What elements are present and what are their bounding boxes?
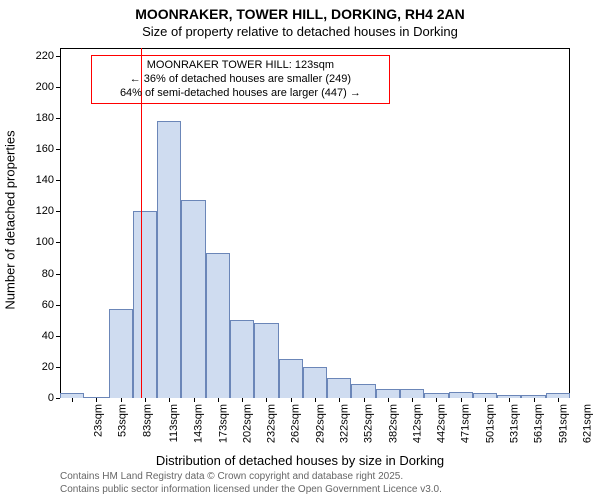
histogram-bar [230, 320, 254, 398]
chart-subtitle: Size of property relative to detached ho… [0, 24, 600, 40]
y-tick-mark [56, 118, 60, 119]
y-tick-mark [56, 56, 60, 57]
footer-line2: Contains public sector information licen… [60, 484, 442, 497]
y-axis-line [60, 48, 61, 398]
x-tick-mark [315, 398, 316, 402]
x-tick-mark [364, 398, 365, 402]
y-tick-label: 40 [14, 330, 54, 342]
x-tick-label: 471sqm [460, 404, 472, 443]
y-tick-label: 180 [14, 112, 54, 124]
x-tick-mark [169, 398, 170, 402]
y-tick-mark [56, 336, 60, 337]
y-tick-label: 100 [14, 236, 54, 248]
x-tick-label: 113sqm [168, 404, 180, 442]
x-tick-mark [461, 398, 462, 402]
x-tick-label: 352sqm [363, 404, 375, 443]
x-tick-mark [194, 398, 195, 402]
histogram-bar [279, 359, 303, 398]
chart-title: MOONRAKER, TOWER HILL, DORKING, RH4 2AN [0, 0, 600, 24]
histogram-bar [206, 253, 230, 398]
y-tick-label: 20 [14, 361, 54, 373]
histogram-bar [133, 211, 157, 398]
histogram-bar [303, 367, 327, 398]
x-tick-mark [558, 398, 559, 402]
y-tick-label: 120 [14, 205, 54, 217]
x-tick-label: 83sqm [141, 404, 153, 437]
x-tick-mark [266, 398, 267, 402]
x-tick-label: 232sqm [266, 404, 278, 443]
histogram-bar [400, 389, 424, 398]
x-tick-label: 621sqm [581, 404, 593, 443]
x-tick-label: 561sqm [533, 404, 545, 443]
right-axis-line [569, 48, 570, 398]
x-tick-label: 442sqm [436, 404, 448, 443]
y-tick-mark [56, 211, 60, 212]
x-tick-label: 322sqm [339, 404, 351, 443]
y-tick-mark [56, 367, 60, 368]
x-tick-mark [534, 398, 535, 402]
y-tick-mark [56, 149, 60, 150]
x-tick-label: 202sqm [241, 404, 253, 443]
y-tick-mark [56, 242, 60, 243]
x-tick-label: 143sqm [193, 404, 205, 443]
histogram-bar [109, 309, 133, 398]
x-tick-label: 23sqm [93, 404, 105, 437]
x-tick-label: 531sqm [509, 404, 521, 443]
chart-plot-area: MOONRAKER TOWER HILL: 123sqm← 36% of det… [60, 48, 570, 398]
x-tick-mark [145, 398, 146, 402]
y-tick-mark [56, 180, 60, 181]
x-axis-label: Distribution of detached houses by size … [156, 453, 444, 468]
histogram-bar [181, 200, 205, 398]
x-tick-mark [96, 398, 97, 402]
x-tick-label: 292sqm [314, 404, 326, 443]
histogram-bar [254, 323, 278, 398]
y-axis-label: Number of detached properties [3, 130, 18, 309]
x-tick-mark [436, 398, 437, 402]
x-tick-mark [291, 398, 292, 402]
y-tick-mark [56, 274, 60, 275]
histogram-bar [327, 378, 351, 398]
y-tick-label: 80 [14, 268, 54, 280]
histogram-bar [351, 384, 375, 398]
x-tick-label: 173sqm [217, 404, 229, 443]
annotation-line: ← 36% of detached houses are smaller (24… [98, 73, 384, 87]
y-tick-label: 200 [14, 81, 54, 93]
y-tick-mark [56, 305, 60, 306]
x-tick-mark [242, 398, 243, 402]
x-tick-label: 382sqm [387, 404, 399, 443]
y-tick-label: 220 [14, 50, 54, 62]
histogram-bar [157, 121, 181, 398]
y-tick-label: 160 [14, 143, 54, 155]
y-tick-mark [56, 87, 60, 88]
x-tick-mark [388, 398, 389, 402]
annotation-line: MOONRAKER TOWER HILL: 123sqm [98, 59, 384, 73]
annotation-box: MOONRAKER TOWER HILL: 123sqm← 36% of det… [91, 55, 391, 104]
x-tick-mark [72, 398, 73, 402]
y-tick-label: 60 [14, 299, 54, 311]
x-tick-label: 262sqm [290, 404, 302, 443]
x-tick-mark [218, 398, 219, 402]
annotation-line: 64% of semi-detached houses are larger (… [98, 87, 384, 101]
x-tick-label: 591sqm [557, 404, 569, 443]
x-tick-mark [485, 398, 486, 402]
histogram-bar [376, 389, 400, 398]
y-tick-label: 140 [14, 174, 54, 186]
x-tick-label: 412sqm [411, 404, 423, 443]
x-tick-mark [339, 398, 340, 402]
x-tick-label: 53sqm [117, 404, 129, 437]
footer-attribution: Contains HM Land Registry data © Crown c… [60, 471, 442, 496]
footer-line1: Contains HM Land Registry data © Crown c… [60, 471, 442, 484]
y-tick-label: 0 [14, 392, 54, 404]
x-tick-mark [412, 398, 413, 402]
top-axis-line [60, 48, 570, 49]
y-tick-mark [56, 398, 60, 399]
x-tick-mark [121, 398, 122, 402]
x-tick-mark [509, 398, 510, 402]
x-tick-label: 501sqm [484, 404, 496, 443]
